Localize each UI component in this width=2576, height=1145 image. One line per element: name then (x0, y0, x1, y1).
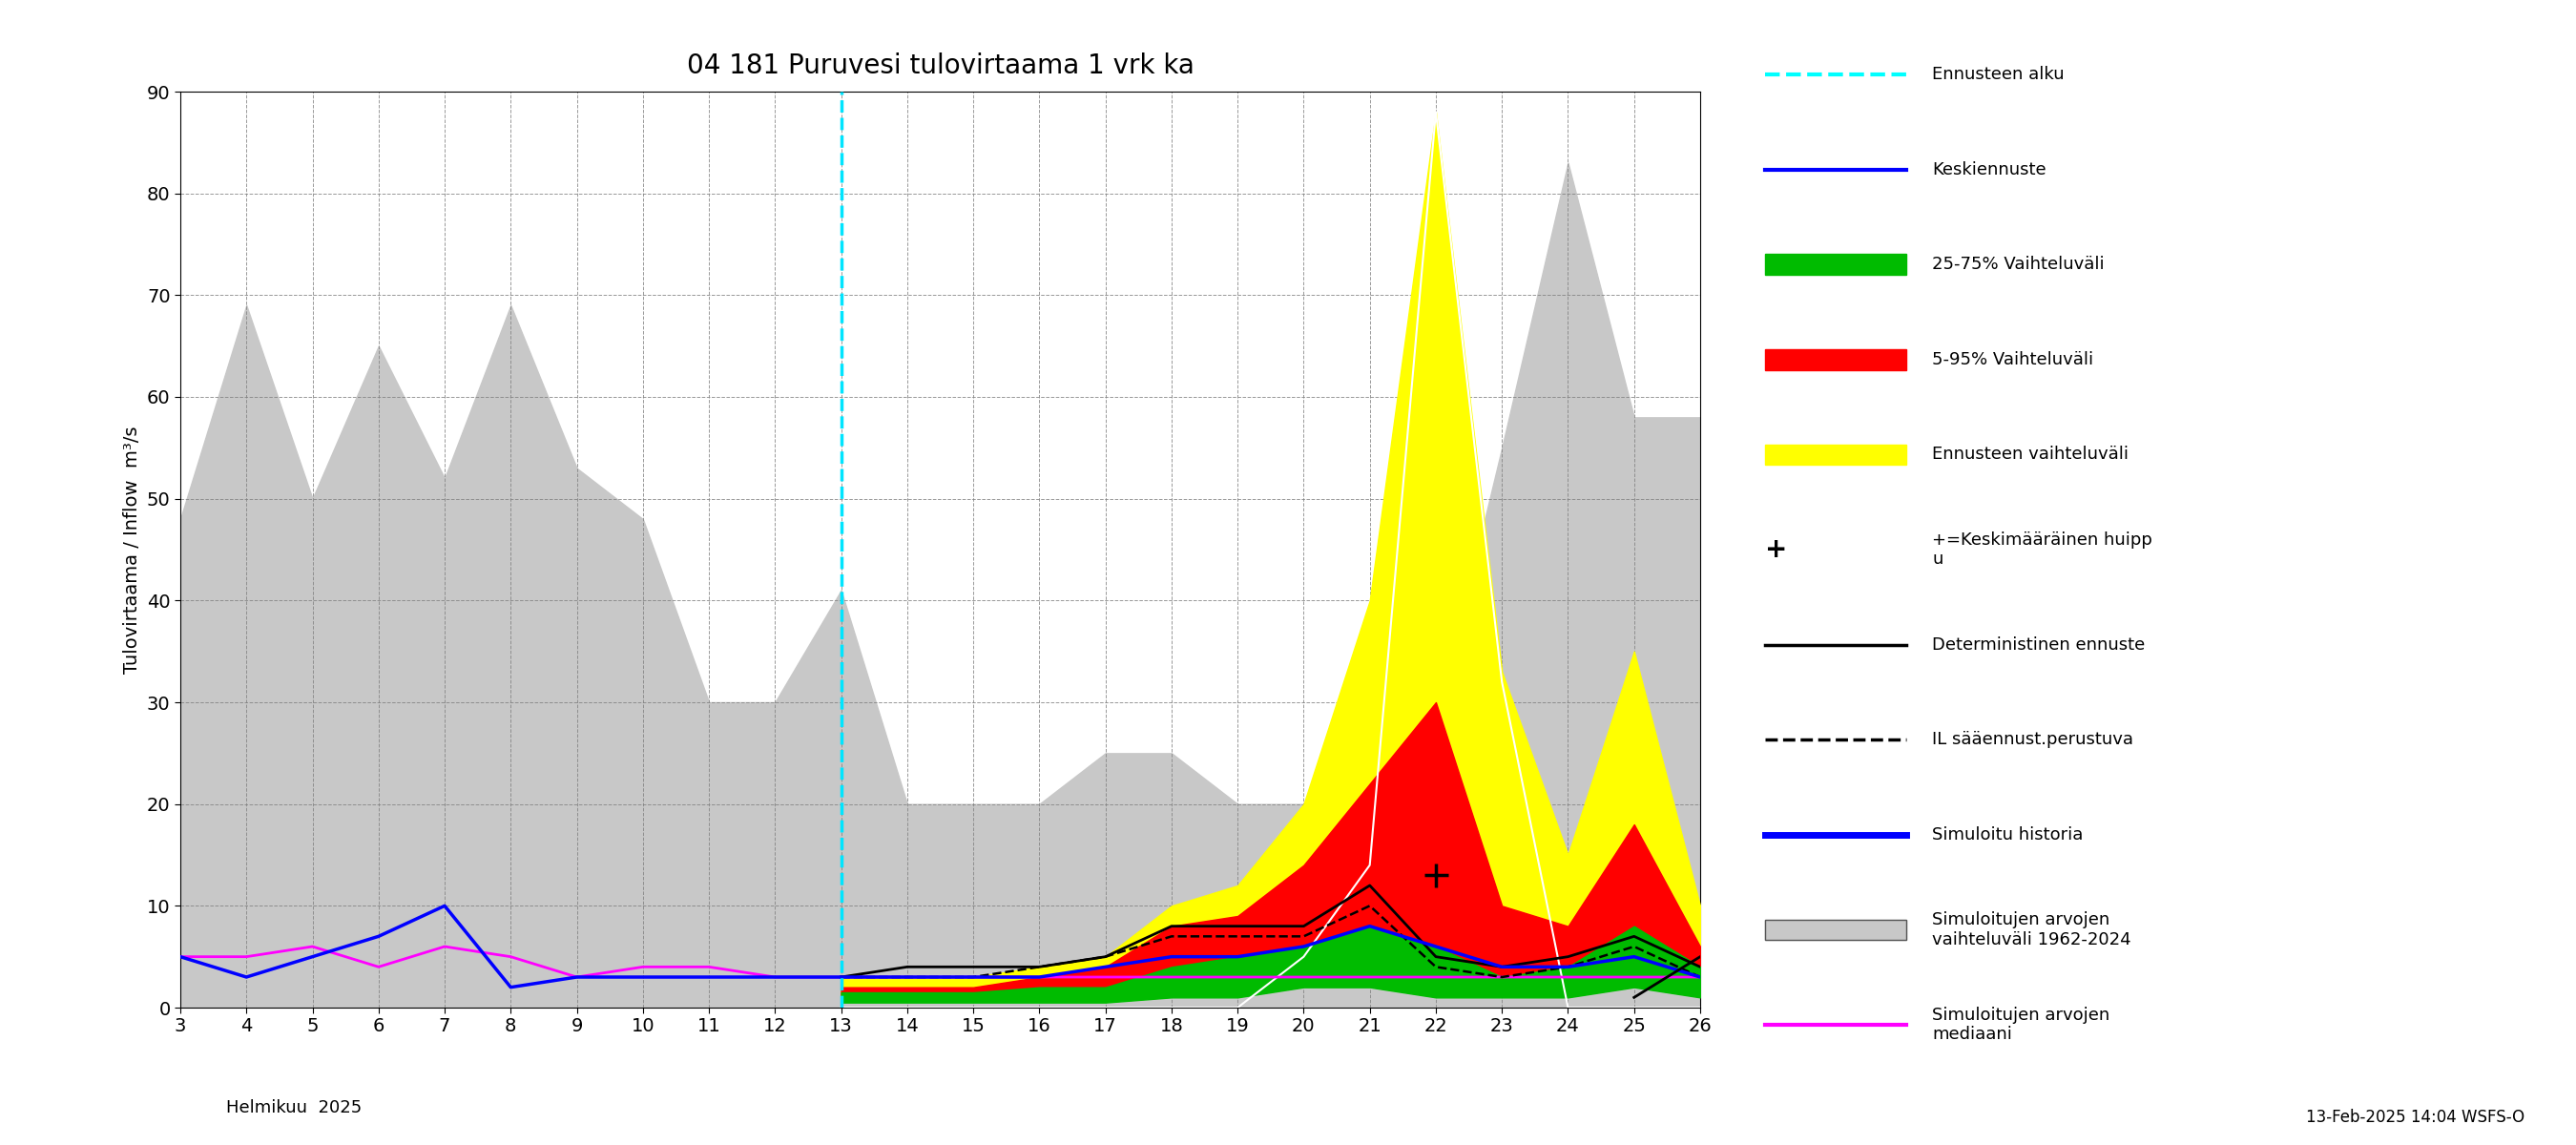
Text: Ennusteen alku: Ennusteen alku (1932, 65, 2063, 82)
Text: Simuloitujen arvojen
vaihteluväli 1962-2024: Simuloitujen arvojen vaihteluväli 1962-2… (1932, 911, 2130, 948)
Text: IL sääennust.perustuva: IL sääennust.perustuva (1932, 732, 2133, 749)
Y-axis label: Tulovirtaama / Inflow  m³/s: Tulovirtaama / Inflow m³/s (124, 426, 142, 673)
Text: Deterministinen ennuste: Deterministinen ennuste (1932, 635, 2146, 653)
Text: Simuloitu historia: Simuloitu historia (1932, 826, 2084, 843)
Text: 5-95% Vaihteluväli: 5-95% Vaihteluväli (1932, 350, 2094, 368)
Text: Simuloitujen arvojen
mediaani: Simuloitujen arvojen mediaani (1932, 1006, 2110, 1043)
Text: Keskiennuste: Keskiennuste (1932, 160, 2045, 177)
Text: 25-75% Vaihteluväli: 25-75% Vaihteluväli (1932, 255, 2105, 273)
Text: +: + (1765, 536, 1788, 563)
Text: +​=Keskimääräinen huipp
u: +​=Keskimääräinen huipp u (1932, 531, 2154, 568)
Text: 13-Feb-2025 14:04 WSFS-O: 13-Feb-2025 14:04 WSFS-O (2306, 1108, 2524, 1126)
Text: Ennusteen vaihteluväli: Ennusteen vaihteluväli (1932, 445, 2128, 463)
Text: Helmikuu  2025: Helmikuu 2025 (227, 1099, 361, 1116)
Title: 04 181 Puruvesi tulovirtaama 1 vrk ka: 04 181 Puruvesi tulovirtaama 1 vrk ka (688, 52, 1193, 79)
